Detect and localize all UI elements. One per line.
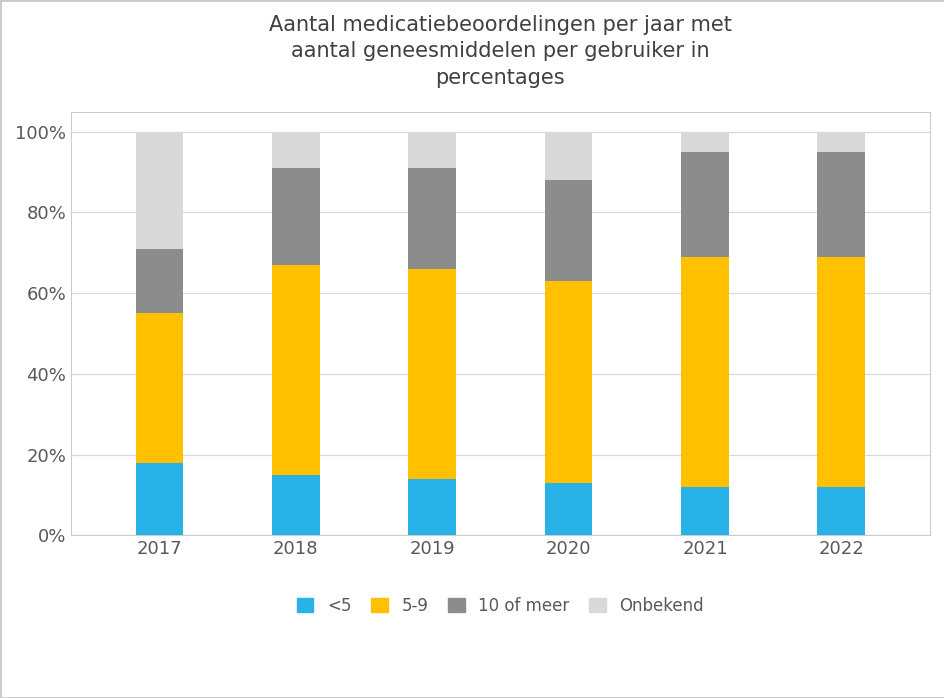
Bar (544, 281, 592, 483)
Bar (544, 132, 592, 180)
Bar (408, 269, 456, 479)
Bar (681, 487, 728, 535)
Bar (408, 479, 456, 535)
Bar (272, 265, 319, 475)
Bar (136, 463, 183, 535)
Bar (544, 483, 592, 535)
Bar (136, 248, 183, 313)
Bar (681, 257, 728, 487)
Title: Aantal medicatiebeoordelingen per jaar met
aantal geneesmiddelen per gebruiker i: Aantal medicatiebeoordelingen per jaar m… (269, 15, 731, 88)
Bar (272, 475, 319, 535)
Bar (408, 168, 456, 269)
Bar (272, 132, 319, 168)
Bar (817, 152, 865, 257)
Bar (681, 152, 728, 257)
Legend: <5, 5-9, 10 of meer, Onbekend: <5, 5-9, 10 of meer, Onbekend (290, 591, 710, 622)
Bar (136, 132, 183, 248)
Bar (136, 313, 183, 463)
Bar (544, 180, 592, 281)
Bar (408, 132, 456, 168)
Bar (272, 168, 319, 265)
Bar (817, 132, 865, 152)
Bar (681, 132, 728, 152)
Bar (817, 257, 865, 487)
Bar (817, 487, 865, 535)
